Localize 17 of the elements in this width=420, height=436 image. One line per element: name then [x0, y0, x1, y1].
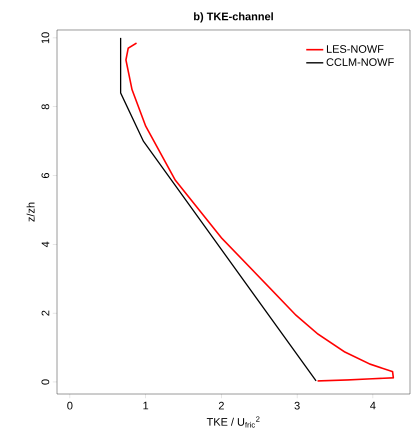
x-tick-label: 4 [370, 402, 376, 410]
x-tick-label: 3 [294, 402, 300, 410]
y-axis-title: z/zh [26, 202, 35, 222]
legend-label: CCLM-NOWF [326, 58, 394, 66]
y-tick-label: 10 [41, 32, 50, 44]
x-tick-label: 2 [218, 402, 224, 410]
y-tick-label: 0 [41, 379, 50, 385]
legend-label: LES-NOWF [326, 45, 384, 53]
x-tick-label: 1 [143, 402, 148, 410]
y-tick-label: 4 [42, 242, 50, 248]
line-series [120, 37, 317, 382]
y-tick-label: 2 [42, 310, 50, 316]
y-tick-label: 8 [41, 104, 50, 110]
y-tick-label: 6 [41, 172, 50, 178]
line-series [125, 42, 394, 382]
x-tick-label: 0 [67, 402, 72, 410]
chart-title: b) TKE-channel [194, 12, 273, 22]
